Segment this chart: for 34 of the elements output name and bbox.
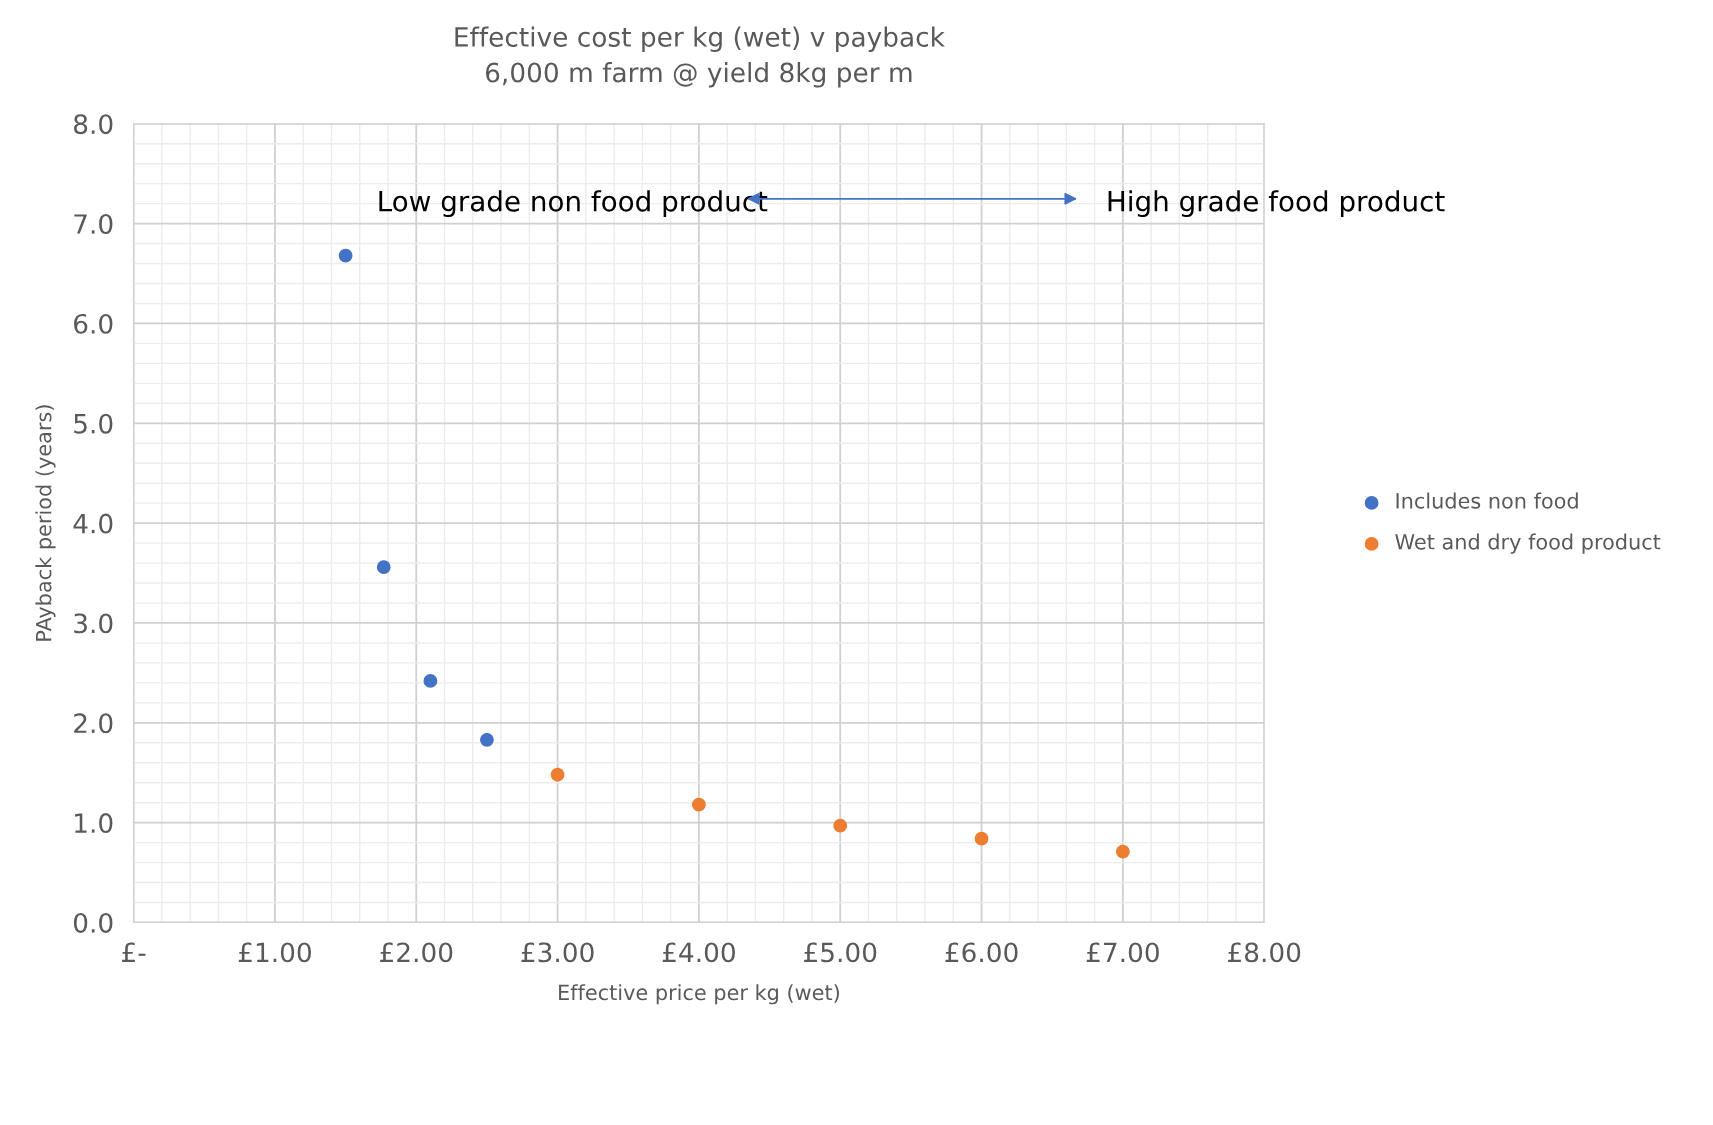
legend-label: Wet and dry food product — [1395, 533, 1661, 554]
point — [974, 831, 989, 846]
x-tick-label: £3.00 — [521, 942, 594, 963]
point — [376, 560, 391, 574]
y-tick-label: 8.0 — [73, 114, 113, 135]
x-tick-label: £2.00 — [380, 942, 453, 963]
y-tick-label: 3.0 — [74, 613, 113, 634]
legend-label: Includes non food — [1396, 492, 1578, 509]
chart-title: Effective cost per kg (wet) v payback 6,000 m farm @ yield 8kg per m — [455, 26, 945, 88]
point — [338, 248, 353, 263]
point — [691, 797, 706, 812]
annotation: High grade food product — [1108, 190, 1445, 218]
x-tick-label: £5.00 — [804, 942, 877, 963]
point — [423, 673, 438, 688]
y-tick-label: 5.0 — [74, 413, 113, 434]
y-tick-label: 7.0 — [74, 214, 113, 234]
y-tick-label: 2.0 — [74, 713, 113, 734]
y-tick-label: 1.0 — [75, 813, 113, 834]
x-axis-title: Effective price per kg (wet) — [559, 984, 839, 1005]
x-tick-label: £1.00 — [238, 942, 311, 963]
y-tick-label: 4.0 — [73, 513, 113, 534]
point — [833, 818, 848, 833]
y-axis-title: PAyback period (years) — [35, 405, 56, 641]
point — [1115, 844, 1130, 859]
annotation: Low grade non food product — [379, 190, 768, 218]
x-tick-label: £7.00 — [1086, 942, 1159, 963]
x-tick-label: £4.00 — [662, 942, 735, 963]
y-tick-label: 6.0 — [74, 313, 113, 334]
x-tick-label: £- — [122, 942, 146, 962]
point — [550, 767, 565, 782]
point — [480, 732, 494, 747]
x-tick-label: £8.00 — [1228, 942, 1301, 963]
y-tick-label: 0.0 — [73, 912, 113, 933]
x-tick-label: £6.00 — [945, 942, 1018, 963]
